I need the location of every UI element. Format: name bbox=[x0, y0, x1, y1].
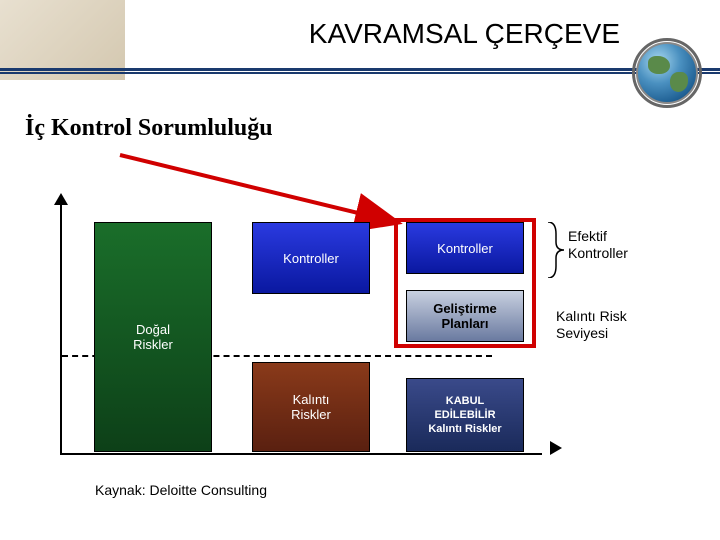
globe-icon bbox=[636, 42, 698, 104]
residual-level-line-1: Kalıntı Risk bbox=[556, 308, 627, 324]
acceptable-label-3: Kalıntı Riskler bbox=[428, 422, 501, 436]
natural-risk-label-2: Riskler bbox=[133, 337, 173, 352]
controls-box-2: Kontroller bbox=[252, 222, 370, 294]
controls-box-3: Kontroller bbox=[406, 222, 524, 274]
effective-line-1: Efektif bbox=[568, 228, 607, 244]
effective-line-2: Kontroller bbox=[568, 245, 628, 261]
improvement-label-2: Planları bbox=[442, 316, 489, 331]
x-axis bbox=[60, 453, 542, 455]
brace-icon bbox=[546, 222, 564, 278]
residual-level-label: Kalıntı Risk Seviyesi bbox=[556, 308, 627, 342]
natural-risk-box: Doğal Riskler bbox=[94, 222, 212, 452]
page-title: KAVRAMSAL ÇERÇEVE bbox=[309, 18, 620, 50]
controls-3-label: Kontroller bbox=[437, 241, 493, 256]
improvement-plans-box: Geliştirme Planları bbox=[406, 290, 524, 342]
residual-risk-box: Kalıntı Riskler bbox=[252, 362, 370, 452]
effective-controls-label: Efektif Kontroller bbox=[568, 228, 628, 262]
acceptable-residual-box: KABUL EDİLEBİLİR Kalıntı Riskler bbox=[406, 378, 524, 452]
residual-risk-label-2: Riskler bbox=[291, 407, 331, 422]
improvement-label-1: Geliştirme bbox=[433, 301, 497, 316]
acceptable-label-2: EDİLEBİLİR bbox=[434, 408, 495, 422]
residual-level-line-2: Seviyesi bbox=[556, 325, 608, 341]
header: KAVRAMSAL ÇERÇEVE bbox=[0, 0, 720, 80]
x-axis-arrow-icon bbox=[550, 441, 562, 455]
header-divider bbox=[0, 68, 720, 76]
residual-risk-label-1: Kalıntı bbox=[293, 392, 330, 407]
source-citation: Kaynak: Deloitte Consulting bbox=[95, 482, 267, 498]
controls-2-label: Kontroller bbox=[283, 251, 339, 266]
y-axis-arrow-icon bbox=[54, 193, 68, 205]
section-subtitle: İç Kontrol Sorumluluğu bbox=[25, 115, 273, 142]
risk-chart: Doğal Riskler Kontroller Kalıntı Riskler… bbox=[52, 190, 532, 460]
natural-risk-label-1: Doğal bbox=[136, 322, 170, 337]
acceptable-label-1: KABUL bbox=[446, 394, 485, 408]
